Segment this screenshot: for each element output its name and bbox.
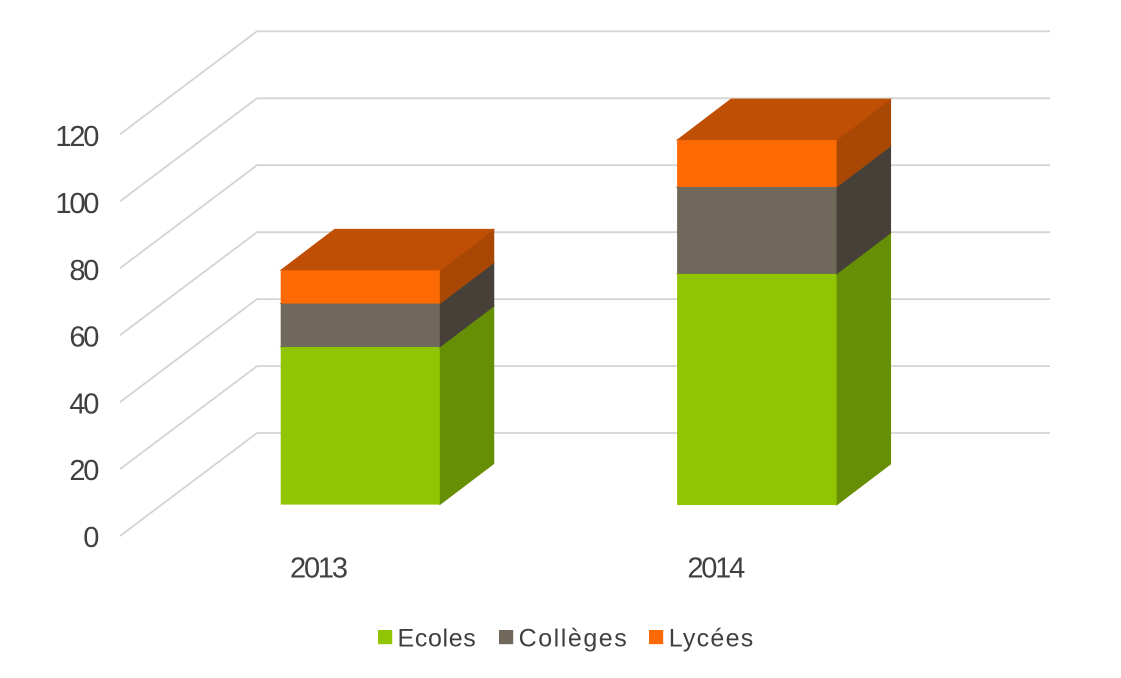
svg-text:80: 80	[69, 255, 98, 287]
svg-text:Lycées: Lycées	[669, 625, 755, 653]
svg-text:20: 20	[69, 455, 98, 487]
svg-text:120: 120	[55, 121, 98, 153]
svg-text:0: 0	[83, 522, 98, 554]
svg-text:60: 60	[69, 322, 98, 354]
svg-text:2014: 2014	[687, 553, 745, 585]
svg-text:40: 40	[69, 388, 98, 420]
svg-text:Ecoles: Ecoles	[398, 625, 477, 653]
svg-text:Collèges: Collèges	[519, 625, 629, 653]
svg-text:2013: 2013	[290, 553, 347, 585]
svg-text:100: 100	[55, 188, 98, 220]
